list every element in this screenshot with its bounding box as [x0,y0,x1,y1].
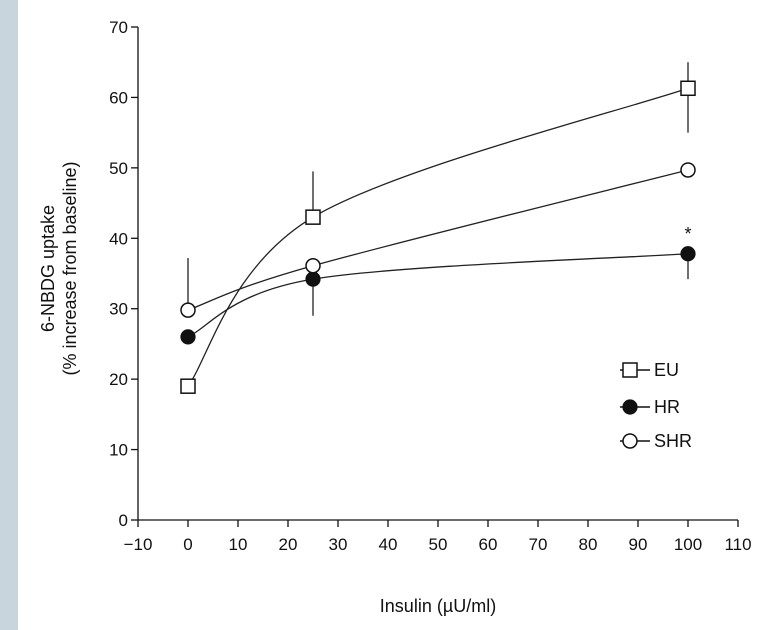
data-point-eu [680,80,696,97]
y-tick-label: 30 [109,300,128,319]
x-tick-label: 10 [229,535,248,554]
x-tick-label: 80 [579,535,598,554]
figure-panel: −10 0 10 20 30 40 50 60 70 80 90 100 110 0 10 20 30 40 50 6… [18,0,782,630]
axes: −10 0 10 20 30 40 50 60 70 80 90 100 110 0 10 20 30 40 50 6… [109,18,751,554]
y-tick-label: 40 [109,229,128,248]
y-tick-label: 70 [109,18,128,37]
data-point-eu [305,209,321,225]
y-tick-label: 60 [109,88,128,107]
legend: EU HR SHR [620,360,692,451]
x-tick-label: 100 [674,535,702,554]
data-point-shr [180,302,196,318]
data-point-eu [180,378,196,394]
y-tick-label: 50 [109,159,128,178]
x-tick-label: 50 [429,535,448,554]
data-point-shr [680,162,696,178]
legend-label-shr: SHR [654,431,692,451]
series-line-eu [187,87,689,387]
significance-asterisk: * [684,224,691,244]
data-point-hr [180,329,196,345]
x-tick-label: 110 [724,535,751,554]
x-tick-label: 40 [379,535,398,554]
axis-labels: Insulin (µU/ml) 6-NBDG uptake (% increase … [38,161,692,616]
x-tick-label: 0 [183,535,192,554]
legend-marker-hr [622,399,638,415]
y-tick-label: 20 [109,370,128,389]
line-chart: −10 0 10 20 30 40 50 60 70 80 90 100 110 0 10 20 30 40 50 6… [38,18,752,616]
x-tick-label: 30 [329,535,348,554]
y-tick-label: 10 [109,441,128,460]
legend-label-hr: HR [654,397,680,417]
series-line-shr [187,169,689,311]
x-tick-label: 20 [279,535,298,554]
legend-marker-eu [622,362,638,378]
x-tick-label: 70 [529,535,548,554]
x-tick-label: −10 [124,535,153,554]
legend-label-eu: EU [654,360,679,380]
series-line-hr [187,253,689,338]
x-axis-title: Insulin (µU/ml) [380,596,496,616]
legend-marker-shr [622,433,638,449]
data-point-shr [305,258,321,274]
series-curves [187,87,689,387]
data-point-hr [680,246,696,262]
y-axis-title-line1: 6-NBDG uptake [38,205,58,332]
x-tick-label: 90 [629,535,648,554]
y-tick-label: 0 [119,511,128,530]
data-point-hr [305,271,321,287]
y-axis-title-line2: (% increase from baseline) [60,161,80,375]
data-markers [180,80,696,394]
x-tick-label: 60 [479,535,498,554]
